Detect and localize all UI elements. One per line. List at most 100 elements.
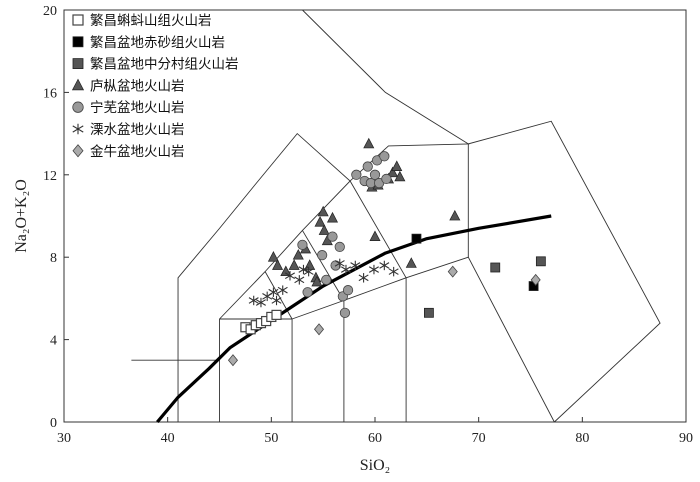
legend-marker [72,14,84,26]
data-point-s4 [351,169,362,180]
legend-label: 宁芜盆地火山岩 [90,99,185,116]
x-tick-label: 50 [264,431,278,446]
x-tick-label: 60 [368,431,382,446]
data-point-s5 [298,264,309,275]
legend-label: 金牛盆地火山岩 [90,144,185,160]
data-point-s3 [314,216,326,227]
data-point-s4 [379,151,390,162]
data-point-s6 [447,265,458,278]
data-point-s6 [227,354,238,367]
data-point-s2 [424,307,434,318]
data-point-s3 [267,251,279,262]
axes [63,9,687,423]
data-point-s3 [391,160,403,171]
data-point-s4 [317,250,328,261]
y-tick-label: 12 [43,169,57,184]
data-point-s4 [327,231,338,242]
data-point-s4 [362,161,373,172]
field-line [291,299,345,422]
data-point-s3 [449,209,461,221]
y-tick-label: 8 [50,251,57,266]
data-point-s5 [284,271,296,281]
classification-fields [131,9,661,423]
data-point-s3 [387,166,399,178]
legend-label: 溧水盆地火山岩 [90,122,185,138]
data-point-s5 [368,264,379,275]
y-tick-label: 20 [43,4,57,19]
data-point-s1 [411,233,422,244]
field-line [177,132,351,422]
data-point-s3 [311,275,323,287]
data-point-s5 [303,266,314,277]
data-point-s5 [388,266,399,277]
field-line [467,120,661,423]
data-point-s3 [326,211,339,223]
data-point-s3 [280,265,292,277]
data-point-s5 [358,273,369,283]
x-tick-label: 30 [57,431,71,446]
legend: 繁昌蝌蚪山组火山岩繁昌盆地赤砂组火山岩繁昌盆地中分村组火山岩庐枞盆地火山岩宁芜盆… [71,13,239,160]
alkaline-subalkaline-boundary [156,214,552,424]
legend-label: 繁昌盆地中分村组火山岩 [90,57,239,73]
legend-label: 庐枞盆地火山岩 [90,78,185,94]
field-line [302,9,469,145]
data-point-s3 [272,259,284,270]
data-point-s5 [294,275,305,285]
data-point-s4 [369,169,381,180]
y-tick-label: 4 [50,334,57,349]
data-point-s5 [340,264,351,275]
data-point-s0 [271,309,282,320]
legend-marker [72,144,84,158]
data-point-s3 [292,248,304,260]
data-point-s5 [334,258,345,269]
field-line [349,180,407,279]
data-points [227,137,546,367]
data-point-s5 [277,285,288,295]
data-point-s3 [369,230,381,241]
legend-marker [72,36,84,48]
legend-label: 繁昌蝌蚪山组火山岩 [90,13,212,29]
data-point-s5 [255,297,266,308]
data-point-s6 [530,273,541,286]
data-point-s5 [248,295,259,306]
data-point-s3 [405,257,417,268]
y-axis-title: Na₂O+K₂O [13,179,30,253]
data-point-s5 [271,295,282,306]
data-point-s5 [350,260,361,271]
data-point-s3 [318,224,330,235]
x-tick-label: 70 [472,431,486,446]
x-axis-title: SiO₂ [360,457,390,474]
legend-marker [72,101,84,113]
field-line [219,318,293,422]
tick-labels: 30 40 50 60 70 80 90 0 4 8 12 16 20 [43,4,693,446]
y-tick-label: 0 [50,416,57,431]
data-point-s5 [262,291,273,302]
x-tick-label: 80 [575,431,589,446]
data-point-s4 [339,307,351,318]
data-point-s2 [535,256,546,267]
data-point-s4 [381,173,392,185]
data-point-s5 [268,287,279,297]
data-point-s4 [321,274,332,285]
legend-label: 繁昌盆地赤砂组火山岩 [90,35,225,51]
field-line [349,143,470,182]
field-line [302,230,345,301]
legend-marker [72,58,84,69]
data-point-s4 [302,287,313,298]
data-point-s4 [297,239,308,250]
boundary-curve [156,214,552,424]
field-line [343,277,407,422]
data-point-s3 [394,170,406,182]
data-point-s3 [363,137,375,149]
data-point-s5 [379,260,390,271]
x-tick-label: 40 [161,431,175,446]
y-tick-label: 16 [43,86,57,101]
data-point-s6 [313,323,325,336]
legend-marker [71,78,85,91]
data-point-s3 [317,205,329,217]
legend-marker [72,123,84,135]
x-tick-label: 90 [679,431,693,446]
data-point-s2 [490,262,501,273]
data-point-s3 [288,259,300,270]
